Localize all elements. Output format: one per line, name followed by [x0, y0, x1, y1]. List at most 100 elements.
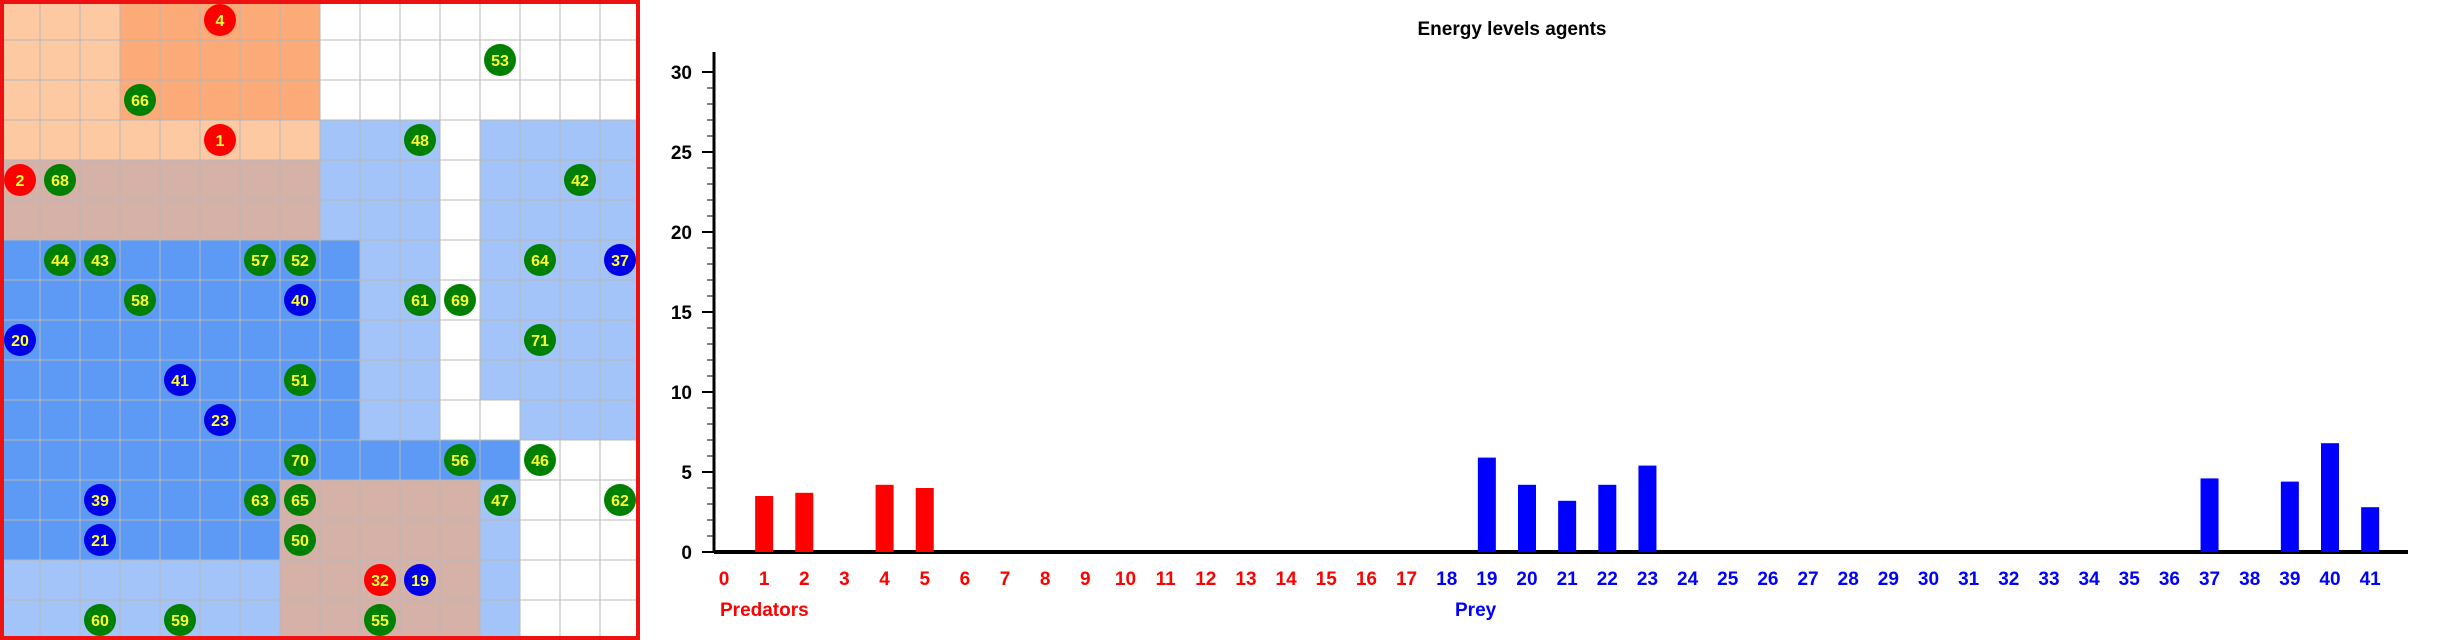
agent-plant: 62: [604, 484, 636, 516]
grid-lines: [0, 0, 640, 640]
x-tick-label: 41: [2360, 569, 2382, 590]
energy-bar: [755, 496, 774, 552]
agent-marker: [164, 604, 196, 636]
agent-marker: [404, 564, 436, 596]
agent-label: 69: [451, 293, 469, 310]
agent-plant: 46: [524, 444, 556, 476]
x-tick-label: 1: [759, 569, 770, 590]
agent-label: 59: [171, 613, 189, 630]
agent-label: 58: [131, 293, 149, 310]
agent-marker: [284, 284, 316, 316]
energy-bar: [1598, 484, 1617, 552]
energy-bar: [2321, 443, 2339, 552]
agent-marker: [204, 404, 236, 436]
legend-predators: Predators: [720, 600, 809, 621]
agent-label: 40: [291, 293, 309, 310]
agent-label: 70: [291, 453, 309, 470]
agent-prey: 23: [204, 404, 236, 436]
agent-marker: [164, 364, 196, 396]
agent-marker: [44, 244, 76, 276]
x-tick-label: 21: [1557, 569, 1579, 590]
x-tick-label: 2: [799, 569, 810, 590]
agent-label: 46: [531, 453, 549, 470]
agent-plant: 65: [284, 484, 316, 516]
y-tick-label: 30: [671, 63, 692, 84]
agent-label: 4: [216, 13, 225, 30]
grid-border: [0, 0, 640, 640]
x-tick-label: 35: [2119, 569, 2141, 590]
agent-prey: 41: [164, 364, 196, 396]
agent-predator: 1: [204, 124, 236, 156]
x-tick-label: 31: [1958, 569, 1980, 590]
agent-label: 64: [531, 253, 549, 270]
x-tick-label: 10: [1115, 569, 1136, 590]
x-tick-label: 7: [1000, 569, 1011, 590]
agent-plant: 51: [284, 364, 316, 396]
x-tick-label: 9: [1080, 569, 1091, 590]
x-tick-label: 39: [2279, 569, 2300, 590]
agent-plant: 61: [404, 284, 436, 316]
simulation-grid: 4 53 66 1 48 2 68 42 44 43 57 52 64 37 58 40 61 69 20 71 41 5…: [0, 0, 640, 640]
x-tick-label: 8: [1040, 569, 1051, 590]
x-tick-label: 27: [1797, 569, 1818, 590]
agent-label: 66: [131, 93, 149, 110]
agent-label: 19: [411, 573, 429, 590]
agent-marker: [524, 244, 556, 276]
agent-plant: 56: [444, 444, 476, 476]
x-tick-label: 37: [2199, 569, 2220, 590]
x-tick-label: 13: [1235, 569, 1256, 590]
agent-marker: [604, 244, 636, 276]
y-tick-label: 5: [681, 463, 692, 484]
agent-marker: [484, 44, 516, 76]
agent-marker: [364, 564, 396, 596]
x-tick-label: 15: [1316, 569, 1338, 590]
agent-marker: [244, 244, 276, 276]
agent-marker: [284, 364, 316, 396]
agent-marker: [4, 164, 36, 196]
agent-label: 55: [371, 613, 389, 630]
agent-plant: 60: [84, 604, 116, 636]
agent-predator: 32: [364, 564, 396, 596]
agent-label: 44: [51, 253, 69, 270]
agent-label: 53: [491, 53, 509, 70]
x-tick-label: 29: [1878, 569, 1899, 590]
x-tick-label: 33: [2038, 569, 2059, 590]
agent-label: 37: [611, 253, 629, 270]
x-tick-label: 28: [1838, 569, 1859, 590]
agent-label: 42: [571, 173, 589, 190]
agent-label: 51: [291, 373, 309, 390]
agent-predator: 4: [204, 4, 236, 36]
x-tick-label: 38: [2239, 569, 2260, 590]
x-tick-label: 40: [2319, 569, 2340, 590]
agent-marker: [84, 604, 116, 636]
x-tick-label: 20: [1516, 569, 1537, 590]
grid-agents: 4 53 66 1 48 2 68 42 44 43 57 52 64 37 58 40 61 69 20 71 41 5…: [4, 4, 636, 636]
x-tick-label: 30: [1918, 569, 1939, 590]
agent-marker: [124, 84, 156, 116]
energy-bar: [1518, 484, 1536, 552]
agent-label: 63: [251, 493, 269, 510]
x-tick-label: 12: [1195, 569, 1216, 590]
agent-marker: [284, 484, 316, 516]
agent-plant: 70: [284, 444, 316, 476]
x-tick-label: 32: [1998, 569, 2019, 590]
agent-plant: 58: [124, 284, 156, 316]
agent-label: 61: [411, 293, 429, 310]
agent-prey: 37: [604, 244, 636, 276]
x-tick-label: 3: [839, 569, 850, 590]
agent-label: 52: [291, 253, 309, 270]
agent-marker: [604, 484, 636, 516]
x-tick-label: 36: [2159, 569, 2180, 590]
x-tick-label: 34: [2079, 569, 2101, 590]
x-tick-label: 23: [1637, 569, 1658, 590]
agent-marker: [124, 284, 156, 316]
y-tick-label: 20: [671, 223, 692, 244]
x-tick-label: 5: [919, 569, 930, 590]
x-tick-label: 0: [719, 569, 730, 590]
agent-marker: [444, 444, 476, 476]
x-axis-labels: 0 1 2 3 4 5 6 7 8 9 10 11 12 13 14 15 16 17 18 19 20 21 22 23 24…: [719, 569, 2381, 590]
y-tick-label: 10: [671, 383, 692, 404]
agent-marker: [484, 484, 516, 516]
x-tick-label: 16: [1356, 569, 1377, 590]
agent-label: 1: [216, 133, 225, 150]
